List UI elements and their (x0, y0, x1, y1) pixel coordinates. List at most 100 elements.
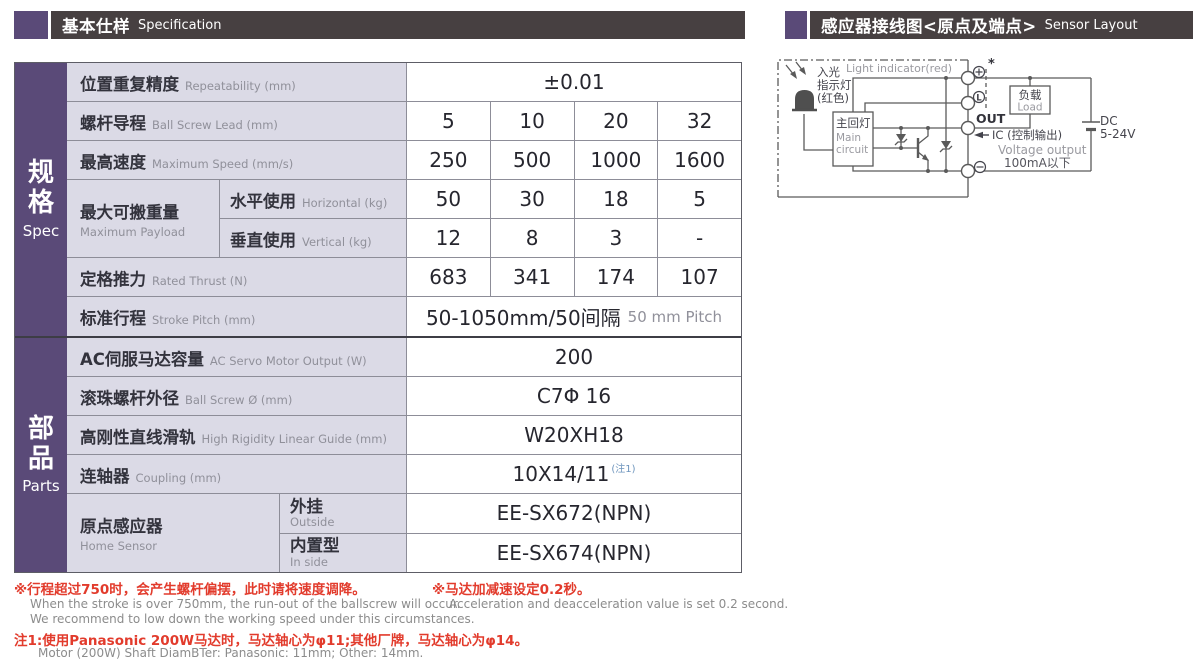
red-color-label: (红色) (817, 91, 849, 105)
light-indicator-label: Light indicator(red) (846, 62, 952, 75)
cell-value: 107 (657, 258, 741, 296)
cell-value: 50 (406, 180, 490, 218)
cell-value: 10X14/11 (注1) (406, 455, 741, 493)
sidebar-spec-zh: 规格 (28, 158, 55, 218)
indicator-label: 指示灯 (817, 78, 852, 92)
table-sidebar: 规格 Spec 部品 Parts (15, 63, 67, 572)
spec-table: 规格 Spec 部品 Parts 位置重复精度 Repeatability (m… (14, 62, 742, 573)
voltage-output-label: Voltage output (998, 143, 1087, 157)
table-row-maximum-speed: 最高速度 Maximum Speed (mm/s) 250 500 1000 1… (67, 141, 741, 180)
label-en: Outside (290, 515, 335, 529)
label-en: Coupling (mm) (135, 471, 222, 485)
main-circuit-label-zh: 主回灯 (836, 116, 871, 130)
label-zh: 最高速度 (80, 153, 146, 172)
main-circuit-label-en1: Main (836, 132, 861, 144)
row-label: 标准行程 Stroke Pitch (mm) (67, 297, 406, 336)
l-symbol-icon: L (972, 90, 986, 104)
dc-voltage-range: 5-24V (1100, 127, 1136, 141)
cell-value: 1000 (573, 141, 658, 179)
table-row-home-sensor: 原点感应器 Home Sensor 外挂 Outside EE-SX672(NP… (67, 494, 741, 572)
coupling-note-ref: (注1) (611, 463, 636, 475)
cell-value: EE-SX674(NPN) (406, 533, 741, 572)
subrow-vertical: 垂直使用 Vertical (kg) 12 8 3 - (219, 218, 741, 257)
section-header-sensor-layout: 感应器接线图<原点及端点> Sensor Layout (785, 11, 1193, 39)
coupling-value: 10X14/11 (512, 462, 610, 486)
cell-value: 18 (573, 180, 658, 218)
row-label: 连轴器 Coupling (mm) (67, 455, 406, 493)
cell-value: 500 (489, 141, 574, 179)
cell-value: 174 (573, 258, 658, 296)
table-row-ball-screw-lead: 螺杆导程 Ball Screw Lead (mm) 5 10 20 32 (67, 102, 741, 141)
main-circuit-box (832, 111, 874, 167)
note-stroke-en2: We recommend to low down the working spe… (30, 612, 475, 626)
terminal-l (960, 95, 976, 111)
cell-value: 341 (489, 258, 574, 296)
label-en: Maximum Payload (80, 224, 186, 239)
label-zh: 螺杆导程 (80, 114, 146, 133)
row-label: 高刚性直线滑轨 High Rigidity Linear Guide (mm) (67, 416, 406, 454)
load-label-en: Load (1017, 102, 1042, 114)
label-zh: 最大可搬重量 (80, 202, 179, 222)
label-zh: 水平使用 (230, 192, 296, 211)
label-zh: 高刚性直线滑轨 (80, 428, 196, 447)
cell-value: 1600 (657, 141, 741, 179)
cell-value: 200 (406, 338, 741, 376)
subrow-label: 水平使用 Horizontal (kg) (219, 180, 406, 218)
load-label-zh: 负载 (1019, 88, 1042, 102)
subrow-horizontal: 水平使用 Horizontal (kg) 50 30 18 5 (219, 180, 741, 218)
transistor-icon (916, 128, 929, 171)
cell-value: 8 (489, 219, 574, 257)
ic-output-label: IC (控制输出) (992, 128, 1062, 142)
label-en: Repeatability (mm) (185, 79, 296, 93)
label-zh: 位置重复精度 (80, 75, 179, 94)
subrow-inside: 内置型 In side EE-SX674(NPN) (279, 532, 741, 572)
label-zh: 原点感应器 (80, 517, 163, 536)
cell-value: 10 (489, 102, 574, 140)
asterisk-mark: * (988, 57, 995, 72)
dc-label: DC (1100, 114, 1118, 128)
sidebar-spec-en: Spec (22, 221, 60, 240)
cell-value: ±0.01 (406, 63, 741, 101)
cell-value: 5 (657, 180, 741, 218)
row-label: 位置重复精度 Repeatability (mm) (67, 63, 406, 101)
note-accel-zh: ※马达加减速设定0.2秒。 (432, 582, 591, 598)
cell-value: EE-SX672(NPN) (406, 494, 741, 533)
terminal-minus (960, 163, 976, 179)
label-zh: 内置型 (290, 536, 340, 556)
table-row-ball-screw-diameter: 滚珠螺杆外径 Ball Screw Ø (mm) C7Φ 16 (67, 377, 741, 416)
table-grid: 位置重复精度 Repeatability (mm) ±0.01 螺杆导程 Bal… (67, 63, 741, 572)
out-terminal-label: OUT (976, 111, 1006, 126)
ic-arrow-icon (974, 131, 989, 139)
cell-value: C7Φ 16 (406, 377, 741, 415)
header-title-en: Sensor Layout (1044, 17, 1138, 33)
label-zh: 滚珠螺杆外径 (80, 389, 179, 408)
terminal-circles (960, 70, 976, 179)
sidebar-parts-en: Parts (22, 477, 60, 496)
zener-diode-2 (939, 141, 953, 153)
header-title-zh: 基本仕样 (62, 17, 130, 36)
cell-value: 5 (406, 102, 490, 140)
table-row-rated-thrust: 定格推力 Rated Thrust (N) 683 341 174 107 (67, 258, 741, 297)
led-icon (792, 90, 817, 112)
stroke-value-en: 50 mm Pitch (627, 307, 723, 326)
table-row-servo-motor-output: AC伺服马达容量 AC Servo Motor Output (W) 200 (67, 338, 741, 377)
sidebar-section-spec: 规格 Spec (15, 63, 67, 336)
table-row-linear-guide: 高刚性直线滑轨 High Rigidity Linear Guide (mm) … (67, 416, 741, 455)
table-row-coupling: 连轴器 Coupling (mm) 10X14/11 (注1) (67, 455, 741, 494)
cell-value: - (657, 219, 741, 257)
terminal-plus (960, 70, 976, 86)
cell-value: 20 (573, 102, 658, 140)
subrow-outside: 外挂 Outside EE-SX672(NPN) (279, 494, 741, 533)
sidebar-section-parts: 部品 Parts (15, 338, 67, 572)
main-circuit-label-en2: circuit (836, 144, 868, 156)
label-zh: 外挂 (290, 496, 323, 516)
note-stroke-zh: ※行程超过750时，会产生螺杆偏摆，此时请将速度调降。 (14, 582, 366, 598)
note-motor-zh: 注1:使用Panasonic 200W马达时，马达轴心为φ11;其他厂牌，马达轴… (14, 633, 529, 649)
subrow-label: 内置型 In side (279, 533, 406, 572)
table-row-maximum-payload: 最大可搬重量 Maximum Payload 水平使用 Horizontal (… (67, 180, 741, 258)
zener-diode-1 (894, 134, 908, 146)
stroke-value-zh: 50-1050mm/50间隔 (425, 306, 621, 330)
label-en: Ball Screw Lead (mm) (152, 118, 278, 132)
label-en: Stroke Pitch (mm) (152, 313, 256, 327)
light-in-label: 入光 (817, 65, 840, 79)
